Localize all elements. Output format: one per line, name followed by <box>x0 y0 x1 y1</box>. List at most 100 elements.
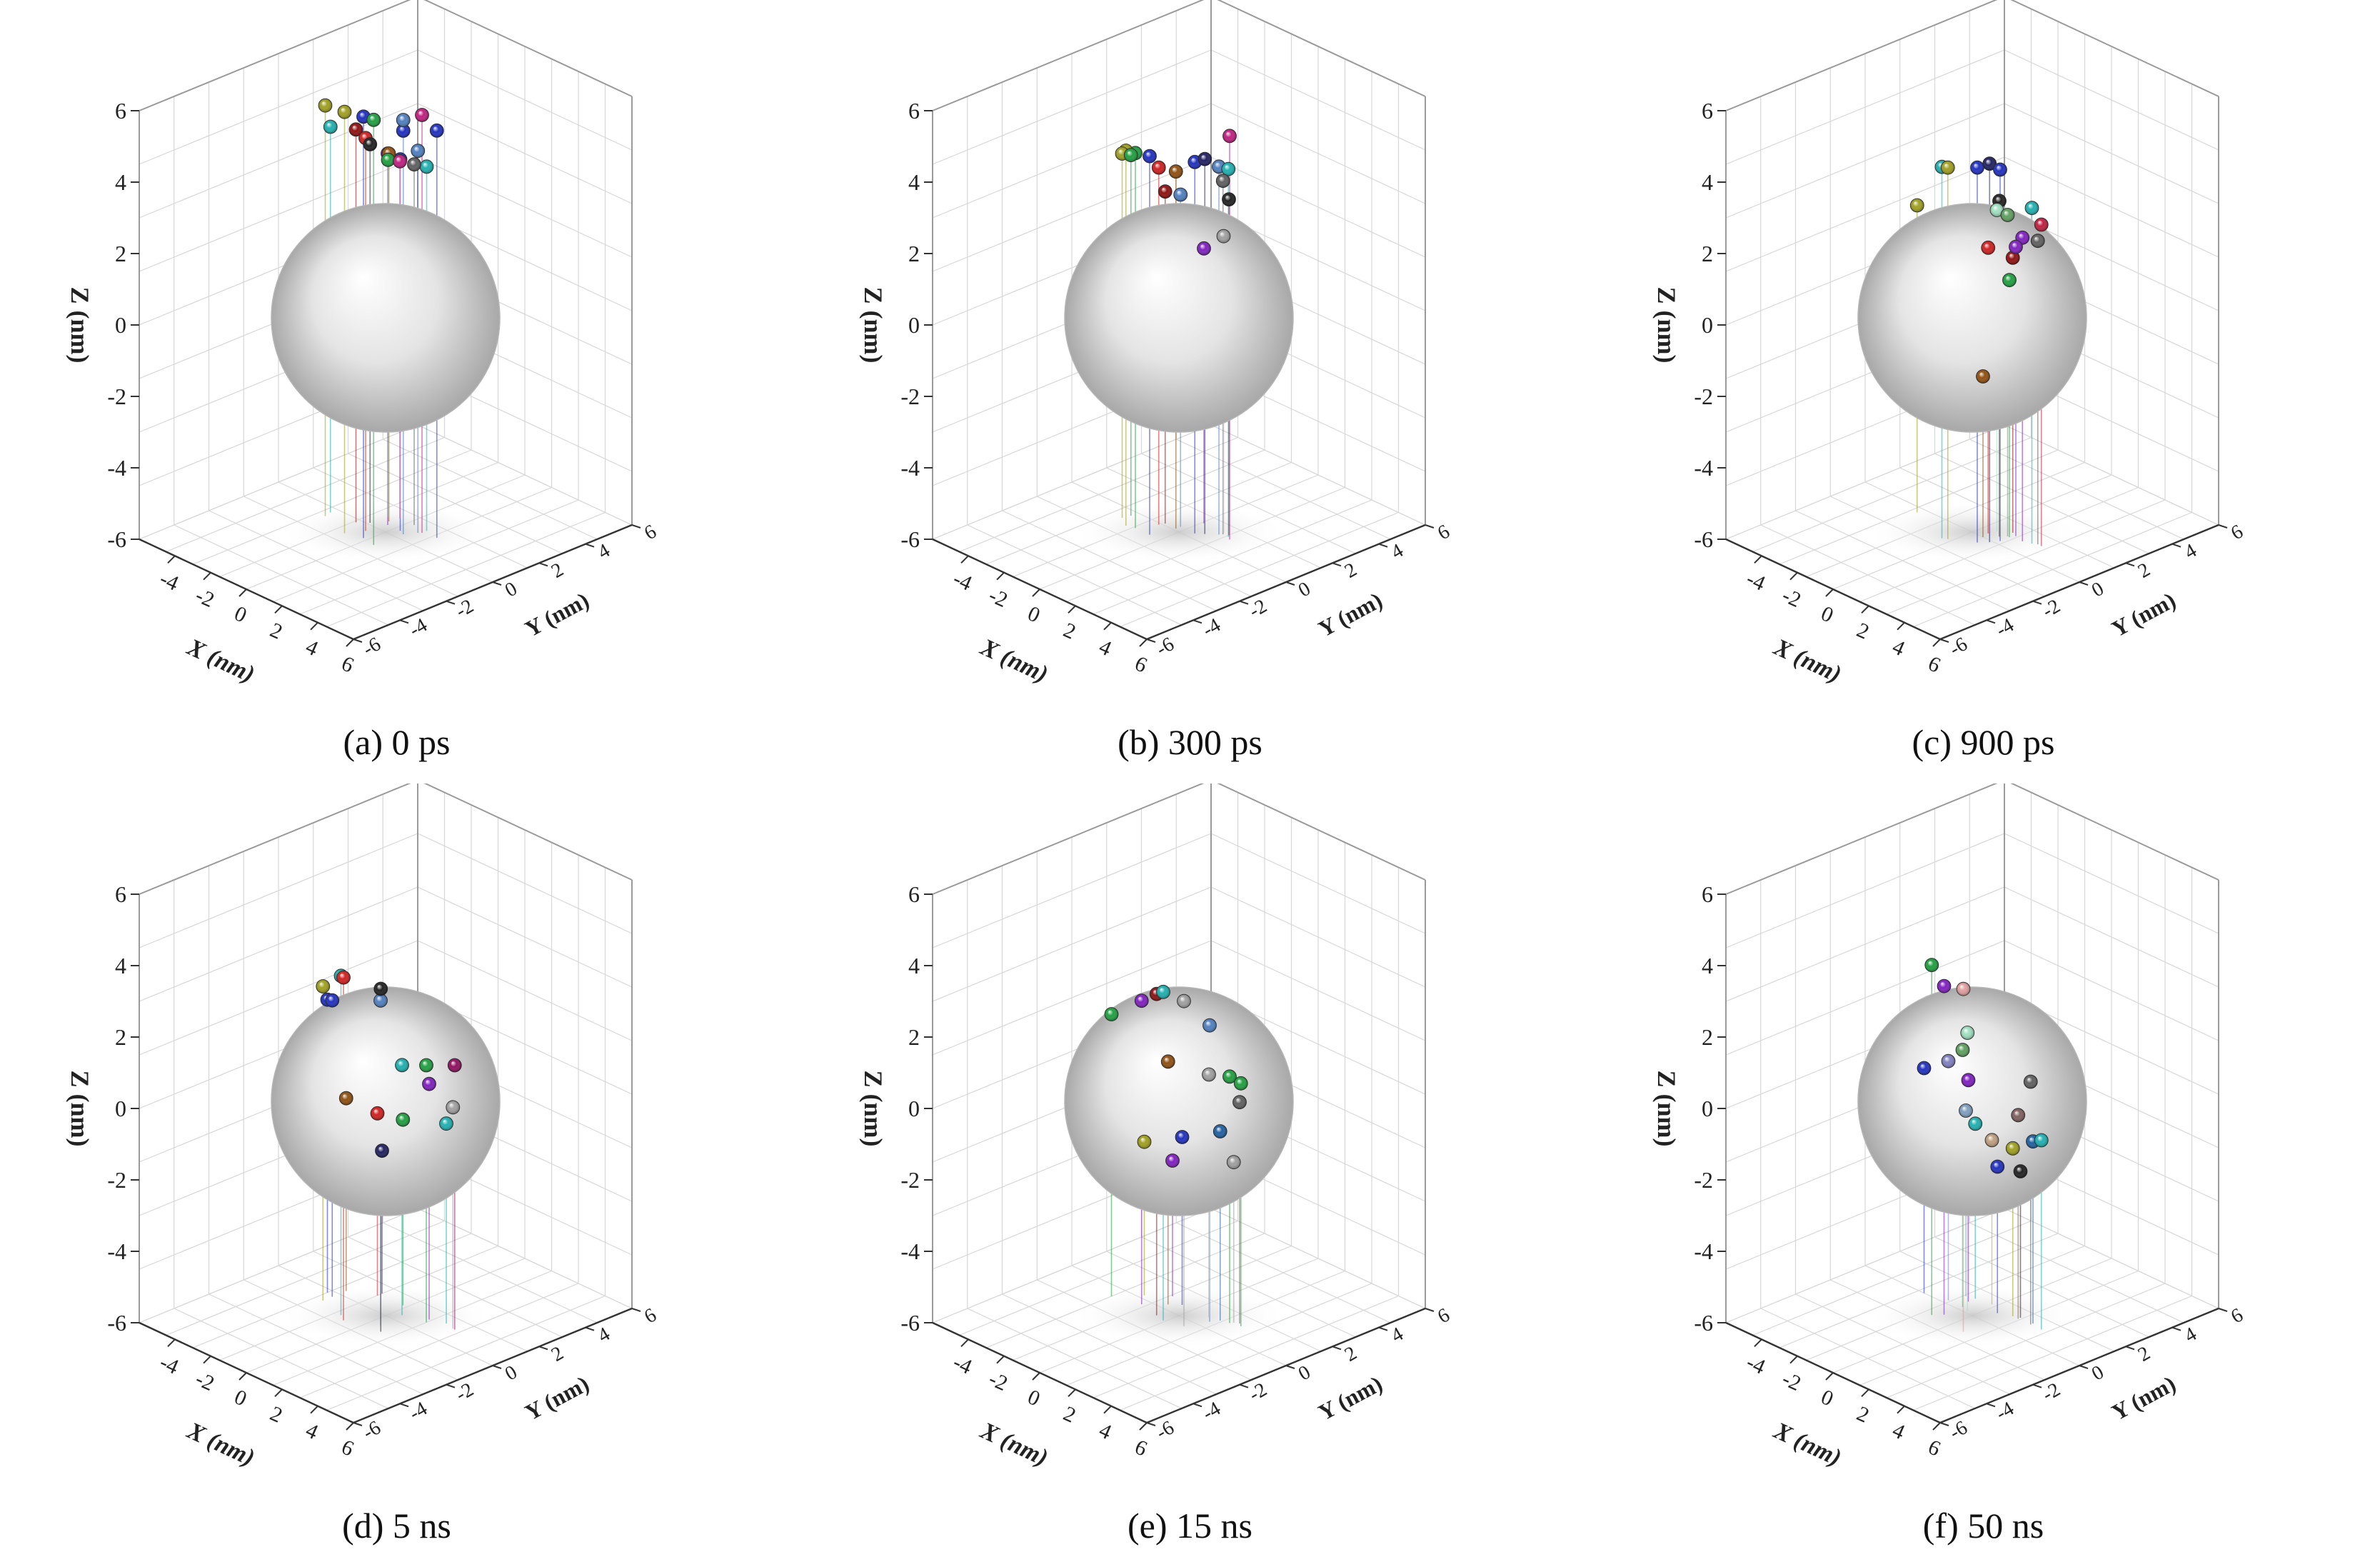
data-point <box>1937 978 1952 993</box>
data-point <box>411 144 426 159</box>
data-point <box>363 137 378 151</box>
x-tick-label: 6 <box>1131 651 1150 677</box>
z-tick-label: -4 <box>1694 455 1713 481</box>
data-point <box>2034 1133 2049 1148</box>
x-tick-label: 2 <box>266 1402 286 1428</box>
panel-caption: (c) 900 ps <box>1912 722 2055 762</box>
z-tick-label: -4 <box>900 455 920 481</box>
data-point <box>2023 1074 2038 1089</box>
y-tick-label: 6 <box>2227 1304 2247 1328</box>
x-tick-label: 0 <box>1024 1385 1043 1411</box>
z-axis-title: Z (nm) <box>1652 1071 1681 1147</box>
x-tick-label: -4 <box>156 1350 182 1378</box>
y-tick-label: 4 <box>2181 1323 2201 1347</box>
y-tick-label: -2 <box>452 1378 478 1406</box>
y-tick-label: 4 <box>594 539 614 564</box>
y-axis-title: Y (nm) <box>2107 587 2179 642</box>
y-tick-label: 2 <box>2134 559 2154 583</box>
z-tick-label: -4 <box>1694 1238 1713 1264</box>
data-point <box>1982 156 1997 171</box>
panel-c: 6 4 2 0 -2 -4 -6 -4 -2 0 2 4 6 -6 -4 -2 0 2 4 6 Z (nm) X (nm)… <box>1587 0 2380 784</box>
data-point <box>1216 229 1231 244</box>
y-tick-label: 4 <box>594 1323 614 1347</box>
x-tick-label: 6 <box>1924 1435 1944 1461</box>
data-point <box>1212 1124 1227 1138</box>
y-tick-label: -2 <box>452 595 478 623</box>
data-point <box>373 993 388 1008</box>
data-point <box>348 122 363 137</box>
y-tick-label: 0 <box>1295 1361 1315 1386</box>
z-axis-title: Z (nm) <box>66 287 94 364</box>
data-point <box>1941 1053 1956 1068</box>
y-axis-title: Y (nm) <box>1314 587 1386 642</box>
data-point <box>1968 1116 1983 1131</box>
data-point <box>1143 149 1157 164</box>
x-tick-label: 6 <box>1131 1435 1150 1461</box>
x-tick-label: -4 <box>1743 566 1769 595</box>
data-point <box>1989 203 2004 217</box>
z-axis-title: Z (nm) <box>859 1071 888 1147</box>
panel-a: 6 4 2 0 -2 -4 -6 -4 -2 0 2 4 6 -6 -4 -2 0 2 4 6 Z (nm) X (nm)… <box>0 0 793 784</box>
data-point <box>1924 958 1939 973</box>
x-tick-label: -2 <box>1779 584 1804 612</box>
data-point <box>2013 1164 2028 1178</box>
data-point <box>447 1058 462 1073</box>
data-point <box>439 1116 453 1131</box>
x-tick-label: 2 <box>1060 1402 1079 1428</box>
sphere <box>1857 986 2087 1216</box>
x-tick-label: 0 <box>231 601 250 627</box>
x-tick-label: 0 <box>1817 601 1837 627</box>
x-tick-label: 2 <box>1853 1402 1872 1428</box>
y-tick-label: 2 <box>548 1342 568 1366</box>
x-tick-label: 4 <box>302 1418 321 1444</box>
z-tick-label: 2 <box>115 1024 126 1050</box>
x-tick-label: 2 <box>1853 619 1872 644</box>
x-tick-label: 4 <box>1889 635 1908 661</box>
data-point <box>1197 151 1212 166</box>
data-point <box>1221 161 1236 176</box>
z-tick-label: 4 <box>908 953 920 978</box>
y-tick-label: 4 <box>1387 1323 1407 1347</box>
z-tick-label: 6 <box>908 98 920 124</box>
z-tick-label: 6 <box>1702 881 1713 907</box>
x-tick-label: 6 <box>1924 651 1944 677</box>
z-tick-label: -2 <box>1694 384 1713 409</box>
data-point <box>1104 1007 1119 1021</box>
sphere-shadow <box>278 500 493 564</box>
x-tick-label: 4 <box>1889 1418 1908 1444</box>
x-tick-label: -4 <box>156 566 182 595</box>
data-point <box>1197 241 1211 256</box>
sphere <box>271 986 501 1216</box>
x-axis-title: X (nm) <box>976 634 1052 688</box>
y-tick-label: -6 <box>359 1416 385 1444</box>
z-tick-label: -6 <box>1694 526 1713 552</box>
data-point <box>1970 160 1984 175</box>
y-tick-label: 2 <box>1341 1342 1361 1366</box>
data-point <box>396 1112 411 1127</box>
data-point <box>419 159 434 174</box>
z-tick-label: 4 <box>1702 953 1713 978</box>
sphere-shadow <box>278 1283 493 1348</box>
y-tick-label: 6 <box>641 1304 661 1328</box>
y-tick-label: -2 <box>1245 595 1271 623</box>
y-tick-label: -6 <box>359 633 385 661</box>
z-tick-label: 0 <box>115 1096 126 1121</box>
data-point <box>1123 148 1138 163</box>
z-tick-label: 0 <box>1702 312 1713 338</box>
data-point <box>1137 1134 1152 1149</box>
data-point <box>395 1058 409 1073</box>
z-tick-label: 2 <box>908 241 920 266</box>
z-tick-label: -2 <box>1694 1167 1713 1193</box>
z-tick-label: 4 <box>908 169 920 195</box>
y-tick-label: 2 <box>1341 559 1361 583</box>
y-tick-label: -2 <box>2039 595 2064 623</box>
y-tick-label: 0 <box>2088 578 2108 602</box>
z-tick-label: 0 <box>1702 1096 1713 1121</box>
z-tick-label: -4 <box>900 1238 920 1264</box>
z-tick-label: -6 <box>900 526 920 552</box>
x-tick-label: -4 <box>1743 1350 1769 1378</box>
data-point <box>1177 993 1191 1008</box>
z-tick-label: -2 <box>107 384 126 409</box>
z-tick-label: 4 <box>1702 169 1713 195</box>
